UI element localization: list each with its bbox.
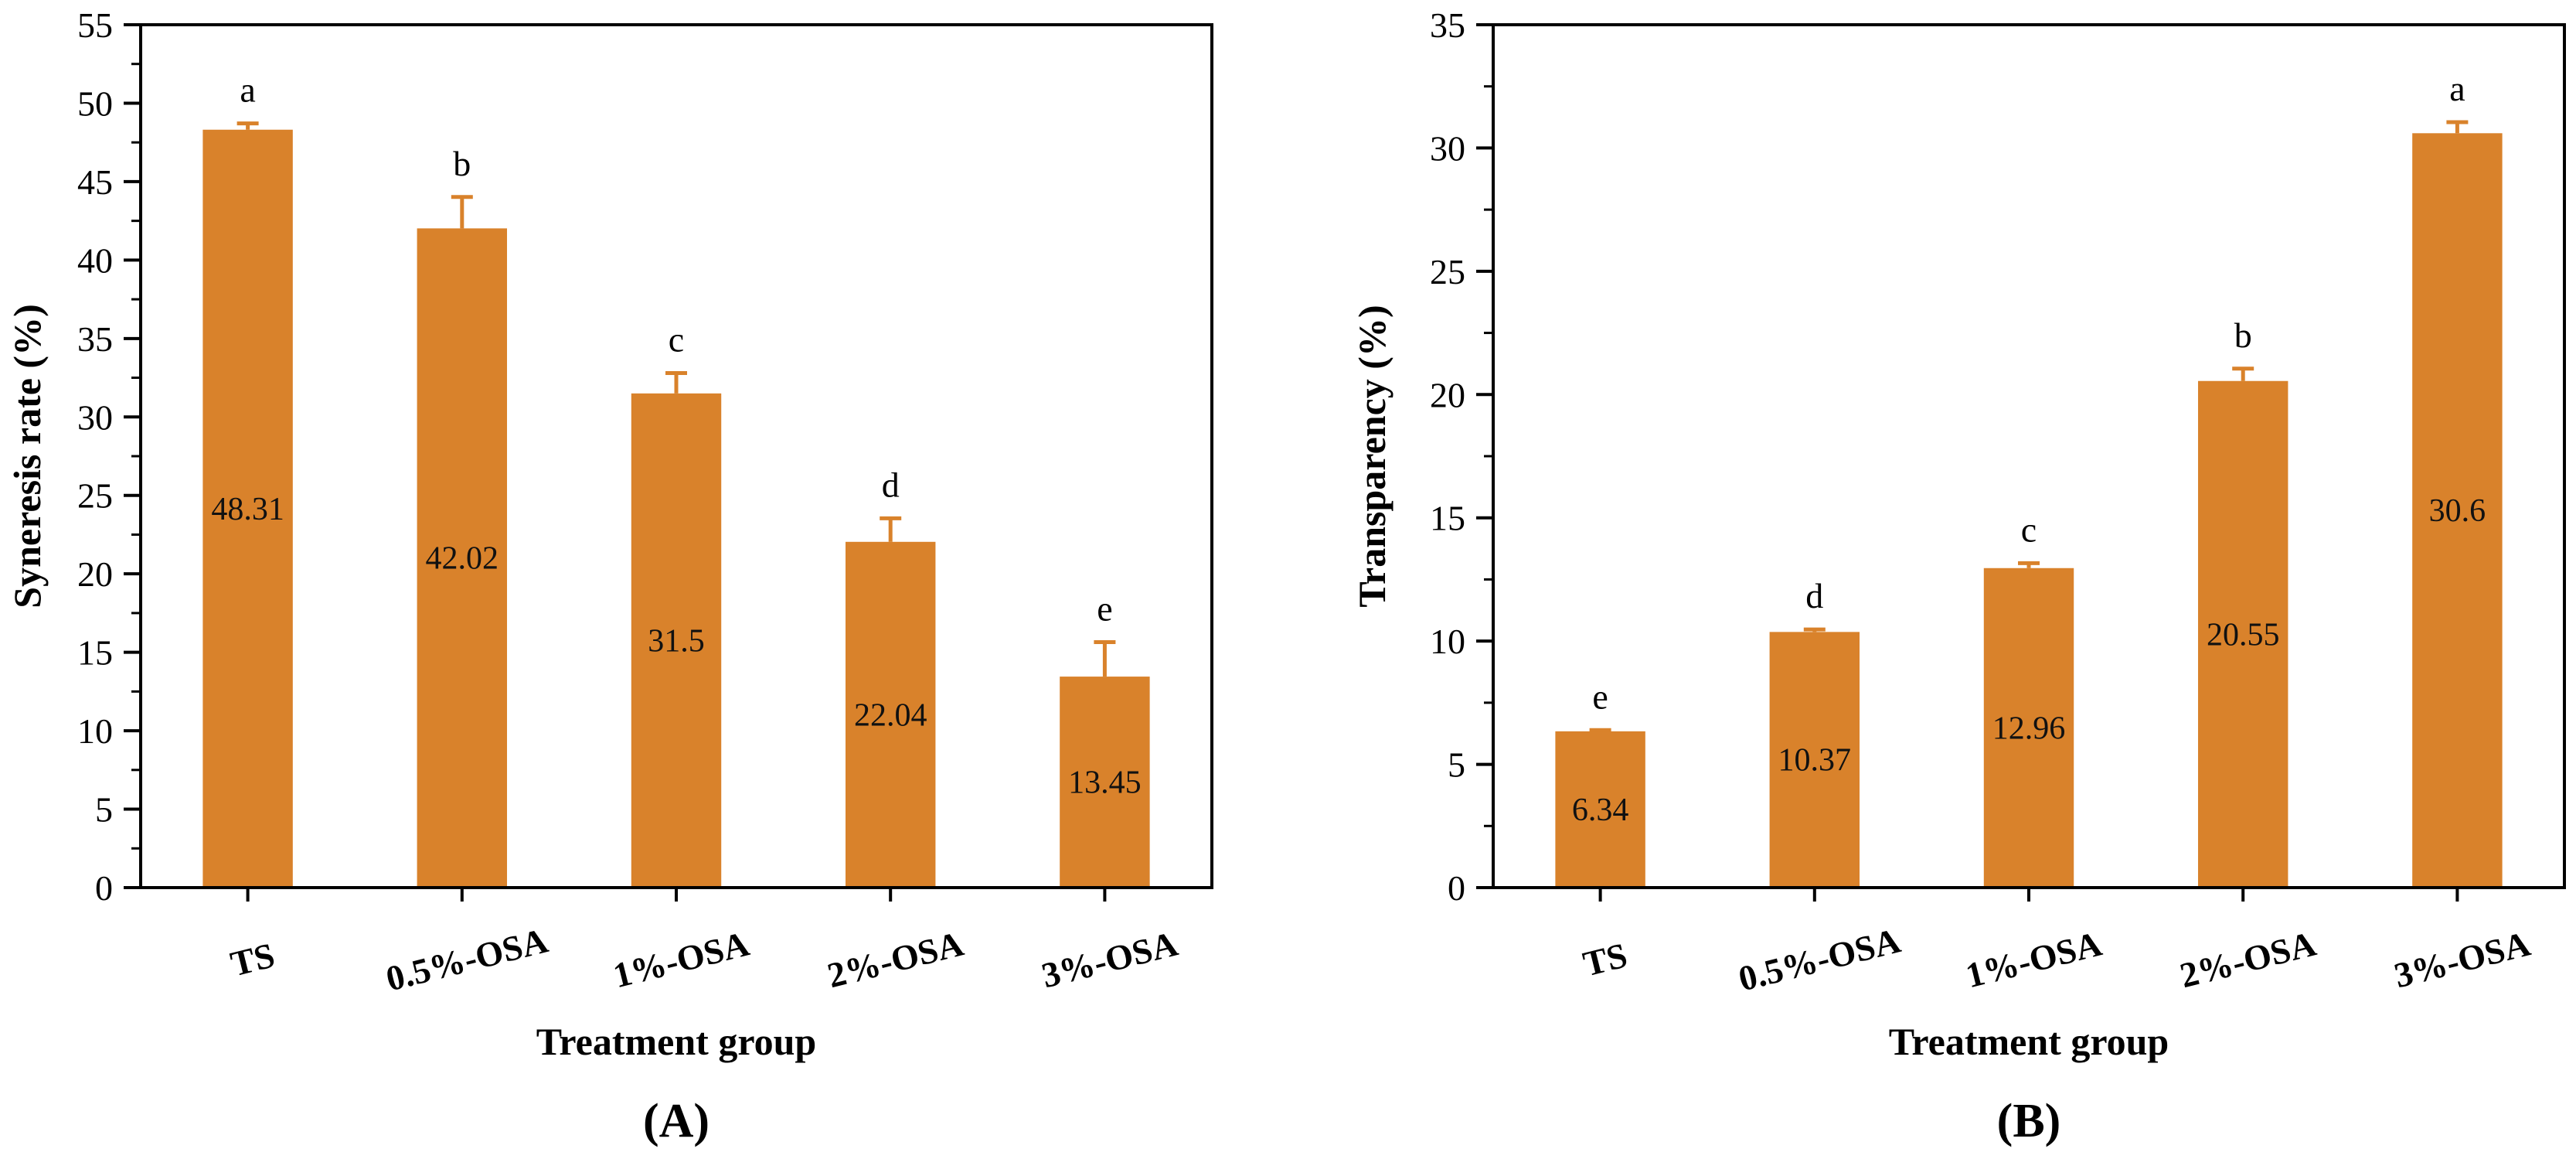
y-tick-label: 55 <box>77 5 113 45</box>
bar <box>1555 731 1645 888</box>
y-tick-label: 15 <box>1430 499 1465 538</box>
significance-letter: b <box>453 144 471 183</box>
panel-b-x-axis: TS 0.5%-OSA 1%-OSA 2%-OSA 3%-OSA <box>1579 888 2534 999</box>
bar-value-label: 48.31 <box>211 492 284 527</box>
panel-b-significance-letters: e d c b a <box>1592 69 2465 716</box>
panel-a-y-axis-title: Syneresis rate (%) <box>5 304 49 608</box>
bar <box>2412 133 2503 888</box>
panel-b-transparency-chart: 6.34 10.37 12.96 20.55 30.6 e d c b a 0 5 10 15 20 25… <box>1350 5 2566 1147</box>
panel-a-label: (A) <box>643 1095 710 1147</box>
panel-b-label: (B) <box>1997 1095 2061 1147</box>
bar <box>2197 380 2288 888</box>
panel-a-significance-letters: a b c d e <box>240 70 1112 629</box>
x-category-label: TS <box>1579 935 1631 983</box>
y-tick-label: 25 <box>77 476 113 516</box>
panel-a-value-labels: 48.31 42.02 31.5 22.04 13.45 <box>211 492 1141 801</box>
panel-a-x-axis: TS 0.5%-OSA 1%-OSA 2%-OSA 3%-OSA <box>226 888 1182 999</box>
y-tick-label: 0 <box>95 868 113 908</box>
y-tick-label: 10 <box>77 711 113 751</box>
bar <box>845 541 936 888</box>
panel-b-value-labels: 6.34 10.37 12.96 20.55 30.6 <box>1572 493 2486 828</box>
panel-a-bars <box>202 129 1150 888</box>
significance-letter: a <box>2449 69 2465 108</box>
panel-b-bars <box>1555 133 2503 888</box>
significance-letter: d <box>1805 576 1823 615</box>
y-tick-label: 30 <box>77 397 113 437</box>
panel-a-y-axis: 0 5 10 15 20 25 30 35 40 45 50 55 <box>77 5 141 908</box>
bar-value-label: 13.45 <box>1068 765 1142 801</box>
panel-b-y-axis-title: Transparency (%) <box>1350 305 1393 607</box>
bar-value-label: 42.02 <box>426 541 499 577</box>
x-category-label: 3%-OSA <box>1038 924 1182 996</box>
significance-letter: b <box>2234 315 2252 355</box>
panel-b-y-axis: 0 5 10 15 20 25 30 35 <box>1430 5 1493 908</box>
bar-value-label: 22.04 <box>854 697 927 733</box>
significance-letter: e <box>1097 588 1112 628</box>
bar-value-label: 10.37 <box>1778 743 1852 779</box>
bar <box>202 129 293 888</box>
y-tick-label: 45 <box>77 162 113 202</box>
x-category-label: 1%-OSA <box>1962 924 2105 996</box>
y-tick-label: 20 <box>1430 375 1465 414</box>
panel-b-x-axis-title: Treatment group <box>1889 1020 2169 1063</box>
panel-b-error-bars <box>1589 120 2469 732</box>
x-category-label: 0.5%-OSA <box>382 920 551 998</box>
bar-value-label: 31.5 <box>648 623 705 659</box>
panel-a-x-axis-title: Treatment group <box>536 1020 816 1063</box>
y-tick-label: 10 <box>1430 622 1465 661</box>
bar-value-label: 6.34 <box>1572 793 1629 828</box>
y-tick-label: 25 <box>1430 252 1465 291</box>
y-tick-label: 0 <box>1448 868 1465 908</box>
bar-value-label: 12.96 <box>1992 711 2066 746</box>
y-tick-label: 20 <box>77 554 113 594</box>
bar-value-label: 30.6 <box>2429 493 2486 529</box>
significance-letter: d <box>882 465 900 504</box>
panel-a-error-bars <box>237 121 1116 677</box>
bar <box>1983 568 2074 888</box>
bar <box>417 228 508 888</box>
significance-letter: e <box>1592 677 1608 716</box>
y-tick-label: 5 <box>95 790 113 830</box>
y-tick-label: 30 <box>1430 128 1465 168</box>
x-category-label: 2%-OSA <box>823 924 967 996</box>
x-category-label: 1%-OSA <box>609 924 753 996</box>
significance-letter: c <box>669 319 684 359</box>
y-tick-label: 35 <box>1430 5 1465 45</box>
x-category-label: 0.5%-OSA <box>1734 920 1904 998</box>
y-tick-label: 15 <box>77 633 113 673</box>
panel-a-syneresis-chart: 48.31 42.02 31.5 22.04 13.45 a b c d e 0 5 10 15 20 2… <box>5 5 1213 1147</box>
y-tick-label: 40 <box>77 240 113 280</box>
x-category-label: 3%-OSA <box>2391 924 2534 996</box>
y-tick-label: 50 <box>77 84 113 123</box>
bar-value-label: 20.55 <box>2207 617 2280 653</box>
bar <box>1060 677 1150 888</box>
significance-letter: a <box>240 70 255 110</box>
bar <box>1769 632 1860 888</box>
x-category-label: TS <box>226 935 278 983</box>
x-category-label: 2%-OSA <box>2176 924 2319 996</box>
y-tick-label: 35 <box>77 319 113 359</box>
significance-letter: c <box>2021 510 2037 549</box>
bar <box>631 393 722 888</box>
y-tick-label: 5 <box>1448 745 1465 785</box>
